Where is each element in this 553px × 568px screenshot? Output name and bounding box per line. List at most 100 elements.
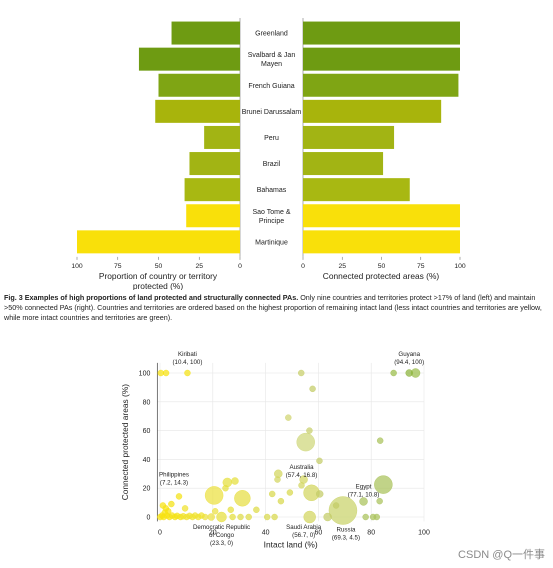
- category-label: Martinique: [255, 239, 288, 246]
- point-annotation: Philippines: [159, 471, 189, 478]
- category-label: Greenland: [255, 31, 288, 38]
- data-point: [234, 490, 251, 507]
- category-label: Principe: [259, 218, 284, 225]
- point-annotation: Russia: [336, 527, 355, 534]
- right-bar-3: [303, 73, 459, 97]
- right-tick-label: 100: [454, 263, 466, 270]
- data-point: [168, 500, 175, 508]
- x-tick-label: 0: [158, 529, 162, 536]
- point-annotation: Australia: [289, 464, 314, 471]
- intact-land-bubble-chart: 0 20 40 60 80 100 0 20 40 60 80 100 Kiribati(10.4, 1…: [120, 351, 430, 549]
- figure-caption: Fig. 3 Examples of high proportions of l…: [4, 293, 544, 323]
- left-tick-label: 0: [238, 263, 242, 270]
- data-point: [374, 475, 393, 494]
- left-bar-4: [155, 99, 240, 123]
- point-annotation: Guyana: [398, 351, 420, 358]
- category-label: Brazil: [263, 161, 281, 168]
- left-bar-1: [171, 21, 240, 45]
- caption-body: Only nine countries and territories prot…: [4, 293, 542, 322]
- data-point: [303, 510, 316, 524]
- x-tick-label: 40: [262, 529, 270, 536]
- left-axis-title: protected (%): [133, 281, 183, 290]
- point-annotation: (77.1, 10.8): [348, 491, 380, 498]
- point-annotation: (23.3, 0): [210, 540, 233, 547]
- left-tick-label: 100: [71, 263, 83, 270]
- left-bar-7: [184, 178, 240, 202]
- data-point: [316, 457, 323, 465]
- data-point: [253, 506, 260, 514]
- left-axis-title: Proportion of country or territory: [99, 271, 218, 281]
- point-annotation: Egypt: [356, 483, 372, 490]
- right-bar-2: [303, 47, 460, 71]
- x-tick-label: 20: [209, 529, 217, 536]
- point-annotation: (69.3, 4.5): [332, 535, 360, 542]
- data-point: [237, 513, 244, 521]
- data-point: [204, 486, 224, 505]
- data-point: [298, 369, 305, 377]
- right-bar-7: [303, 178, 410, 202]
- data-point: [216, 511, 227, 523]
- x-tick-label: 80: [367, 529, 375, 536]
- data-point: [175, 493, 183, 500]
- left-bar-2: [138, 47, 240, 71]
- category-label: Sao Tome &: [252, 209, 290, 216]
- data-point: [274, 476, 281, 483]
- category-label: Bahamas: [257, 187, 287, 194]
- data-point: [298, 482, 305, 489]
- y-tick-label: 0: [146, 515, 150, 522]
- data-point: [173, 512, 181, 520]
- y-tick-label: 40: [143, 457, 151, 464]
- data-point: [222, 484, 229, 492]
- point-annotation: (56.7, 0): [292, 532, 315, 539]
- point-annotation: (7.2, 14.3): [160, 479, 188, 486]
- data-point: [376, 497, 383, 505]
- data-point: [277, 497, 285, 505]
- data-point: [323, 512, 332, 522]
- left-bar-3: [158, 73, 240, 97]
- right-tick-label: 50: [378, 263, 386, 270]
- data-point: [181, 505, 189, 512]
- data-point: [296, 432, 315, 452]
- x-tick-label: 100: [418, 529, 430, 536]
- data-point: [316, 490, 324, 498]
- data-point: [245, 513, 252, 521]
- right-tick-label: 25: [338, 263, 346, 270]
- data-point: [285, 414, 292, 421]
- data-point: [184, 369, 191, 377]
- right-tick-label: 75: [417, 263, 425, 270]
- y-tick-label: 20: [143, 486, 151, 493]
- left-bar-5: [204, 125, 240, 149]
- y-tick-label: 60: [143, 428, 151, 435]
- left-tick-label: 50: [155, 263, 163, 270]
- data-point: [359, 497, 368, 506]
- point-annotation: Kiribati: [178, 351, 197, 358]
- data-point: [211, 508, 219, 515]
- data-point: [191, 512, 199, 519]
- x-axis-title: Intact land (%): [264, 539, 318, 549]
- category-label: Peru: [264, 135, 279, 142]
- data-point: [162, 369, 170, 377]
- category-label: Mayen: [261, 61, 282, 68]
- data-point: [180, 513, 187, 520]
- data-point: [405, 369, 413, 377]
- right-bar-4: [303, 99, 442, 123]
- right-bar-9: [303, 230, 460, 254]
- point-annotation: (57.4, 16.8): [286, 472, 318, 479]
- data-point: [207, 513, 215, 521]
- data-point: [328, 496, 358, 525]
- category-label: Brunei Darussalam: [242, 109, 302, 116]
- data-point: [309, 385, 316, 393]
- left-tick-label: 75: [114, 263, 122, 270]
- data-point: [186, 512, 193, 520]
- right-bar-8: [303, 204, 460, 228]
- point-annotation: Saudi Arabia: [286, 524, 322, 531]
- data-point: [362, 513, 369, 521]
- x-tick-label: 60: [315, 529, 323, 536]
- data-point: [263, 513, 271, 521]
- y-tick-label: 80: [143, 399, 151, 406]
- category-label: Svalbard & Jan: [248, 52, 296, 59]
- point-annotation: of Congo: [209, 532, 235, 539]
- right-bar-6: [303, 152, 384, 176]
- data-point: [198, 512, 205, 519]
- left-bar-9: [77, 230, 240, 254]
